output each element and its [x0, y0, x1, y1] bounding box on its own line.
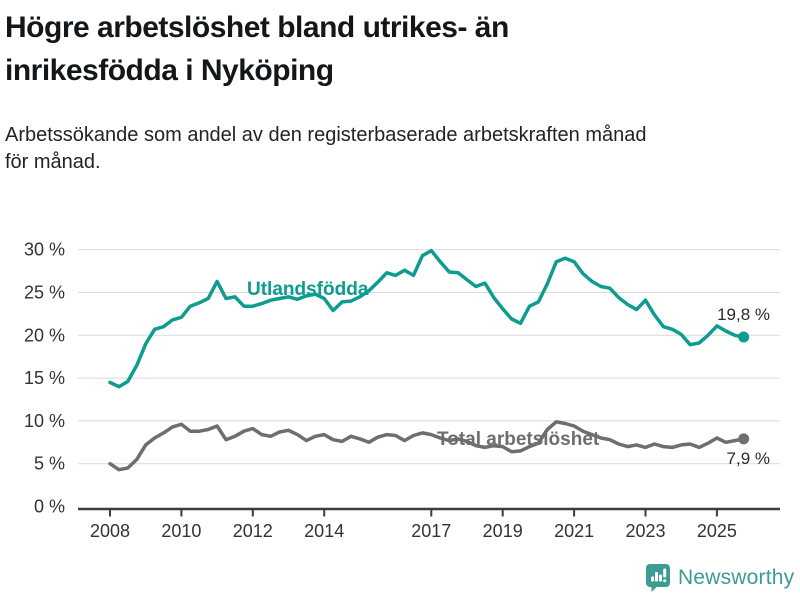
y-tick-label-10: 10 % — [24, 411, 65, 431]
x-tick-label-2021: 2021 — [554, 521, 594, 541]
x-tick-label-2012: 2012 — [233, 521, 273, 541]
series-end-dot-utlandsfodda — [738, 331, 750, 343]
chart-title-line2: inrikesfödda i Nyköping — [5, 54, 334, 87]
chart-subtitle-line2: för månad. — [5, 151, 101, 173]
x-tick-label-2010: 2010 — [161, 521, 201, 541]
x-tick-label-2019: 2019 — [483, 521, 523, 541]
x-tick-label-2017: 2017 — [411, 521, 451, 541]
chart-subtitle-line1: Arbetssökande som andel av den registerb… — [5, 124, 647, 146]
x-tick-label-2025: 2025 — [697, 521, 737, 541]
unemployment-line-chart: 0 % 5 % 10 % 15 % 20 % 25 % 30 % 2008 2010 2012 20… — [24, 240, 780, 541]
newsworthy-logo-text: Newsworthy — [678, 566, 795, 589]
bar-chart-speech-bubble-icon — [646, 564, 670, 592]
series-line-utlandsfodda — [108, 248, 746, 389]
y-tick-label-30: 30 % — [24, 240, 65, 260]
series-end-label-utlandsfodda: 19,8 % — [717, 305, 770, 324]
newsworthy-logo: Newsworthy — [645, 562, 794, 594]
x-tick-label-2014: 2014 — [304, 521, 344, 541]
series-label-utlandsfodda: Utlandsfödda — [247, 279, 369, 300]
chart-title: Högre arbetslöshet bland utrikes- än inr… — [5, 6, 745, 92]
series-end-dot-total — [738, 433, 750, 445]
series-label-total: Total arbetslöshet — [437, 429, 600, 450]
y-tick-label-20: 20 % — [24, 325, 65, 345]
chart-title-line1: Högre arbetslöshet bland utrikes- än — [5, 11, 509, 44]
y-tick-label-5: 5 % — [34, 454, 65, 474]
chart-subtitle: Arbetssökande som andel av den registerb… — [5, 122, 775, 176]
x-tick-label-2023: 2023 — [625, 521, 665, 541]
y-tick-label-15: 15 % — [24, 368, 65, 388]
x-tick-label-2008: 2008 — [90, 521, 130, 541]
y-tick-label-0: 0 % — [34, 497, 65, 517]
series-line-total — [108, 420, 746, 472]
y-tick-label-25: 25 % — [24, 283, 65, 303]
series-end-label-total: 7,9 % — [727, 449, 770, 468]
